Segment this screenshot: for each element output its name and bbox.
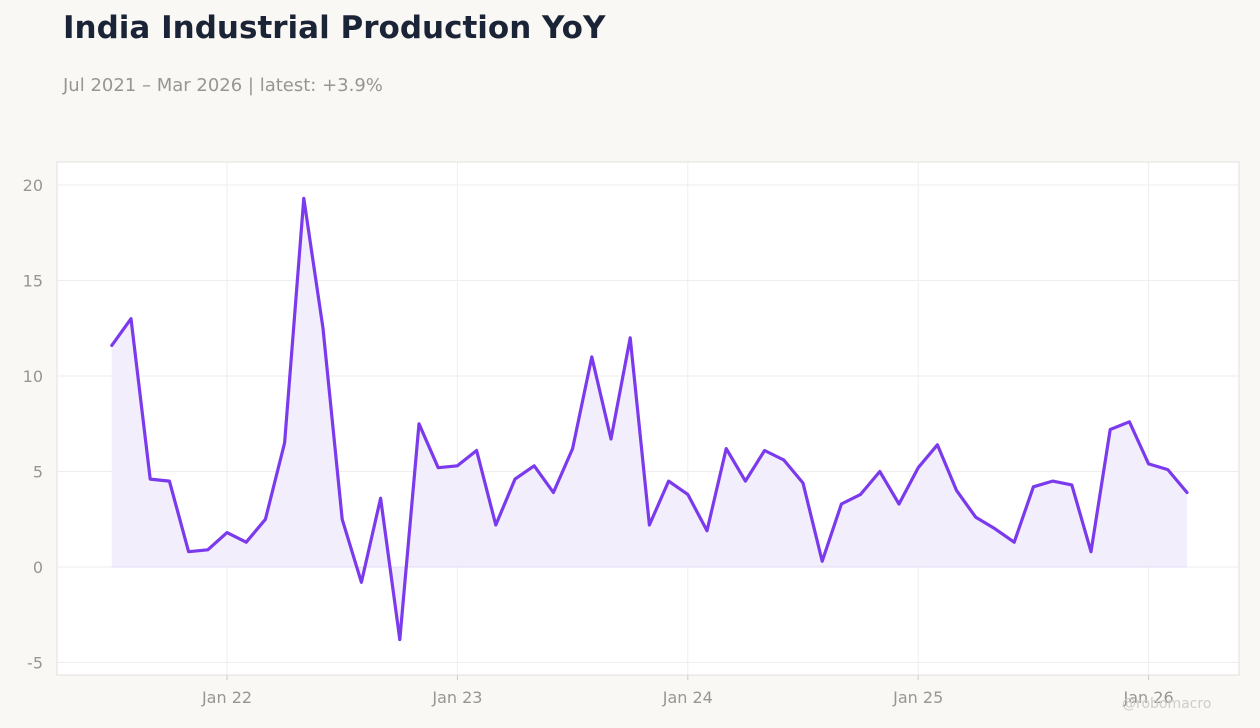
data-point: [743, 479, 747, 483]
area-fill-path: [111, 198, 1187, 640]
data-point: [398, 638, 402, 642]
data-point: [859, 492, 863, 496]
plot-area: [56, 161, 1240, 676]
data-point: [647, 523, 651, 527]
data-point: [110, 343, 114, 347]
data-point: [763, 449, 767, 453]
series-line-path: [110, 196, 1189, 642]
y-tick-label: 10: [23, 367, 43, 386]
data-point: [1108, 428, 1112, 432]
x-tick-label: Jan 23: [431, 688, 482, 707]
data-point: [724, 447, 728, 451]
x-tick-label: Jan 25: [892, 688, 943, 707]
data-point: [993, 527, 997, 531]
data-point: [263, 517, 267, 521]
data-point: [129, 317, 133, 321]
y-tick-label: -5: [27, 654, 43, 673]
data-point: [820, 559, 824, 563]
data-point: [206, 548, 210, 552]
data-point: [1147, 462, 1151, 466]
data-point: [686, 492, 690, 496]
data-point: [590, 355, 594, 359]
data-point: [1166, 468, 1170, 472]
watermark: @robomacro: [1122, 696, 1212, 712]
data-point: [1031, 485, 1035, 489]
data-point: [148, 477, 152, 481]
data-point: [628, 336, 632, 340]
y-tick-label: 5: [33, 463, 43, 482]
x-axis-ticks: Jan 22 Jan 23 Jan 24 Jan 25 Jan 26: [201, 675, 1174, 707]
data-point: [839, 502, 843, 506]
data-point: [916, 466, 920, 470]
data-point: [417, 422, 421, 426]
chart-subtitle: Jul 2021 – Mar 2026 | latest: +3.9%: [63, 75, 383, 96]
data-point: [1089, 550, 1093, 554]
data-point: [1185, 491, 1189, 495]
area-fill: [111, 198, 1187, 640]
data-point: [225, 531, 229, 535]
series-line: [110, 196, 1189, 642]
data-point: [1051, 479, 1055, 483]
data-point: [475, 449, 479, 453]
data-point: [705, 529, 709, 533]
data-point: [187, 550, 191, 554]
grid-lines: [57, 162, 1239, 675]
y-tick-label: 20: [23, 176, 43, 195]
data-point: [379, 496, 383, 500]
data-point: [551, 491, 555, 495]
data-point: [801, 481, 805, 485]
data-point: [897, 502, 901, 506]
y-axis-ticks: -5 0 5 10 15 20: [23, 176, 43, 673]
data-point: [974, 515, 978, 519]
data-point: [494, 523, 498, 527]
data-point: [359, 580, 363, 584]
data-point: [1127, 420, 1131, 424]
data-point: [302, 196, 306, 200]
data-point: [955, 489, 959, 493]
chart-title: India Industrial Production YoY: [63, 10, 606, 46]
data-point: [283, 441, 287, 445]
data-point: [878, 470, 882, 474]
data-point: [455, 464, 459, 468]
data-point: [321, 326, 325, 330]
data-point: [244, 540, 248, 544]
x-tick-label: Jan 26: [1123, 688, 1174, 707]
data-point: [935, 443, 939, 447]
data-point: [1070, 483, 1074, 487]
y-tick-label: 0: [33, 558, 43, 577]
data-point: [667, 479, 671, 483]
data-point: [532, 464, 536, 468]
data-point: [436, 466, 440, 470]
x-tick-label: Jan 22: [201, 688, 252, 707]
data-point: [513, 477, 517, 481]
data-point: [782, 458, 786, 462]
data-point: [609, 437, 613, 441]
data-point: [167, 479, 171, 483]
y-tick-label: 15: [23, 272, 43, 291]
data-point: [571, 447, 575, 451]
data-point: [340, 517, 344, 521]
x-tick-label: Jan 24: [662, 688, 713, 707]
data-point: [1012, 540, 1016, 544]
